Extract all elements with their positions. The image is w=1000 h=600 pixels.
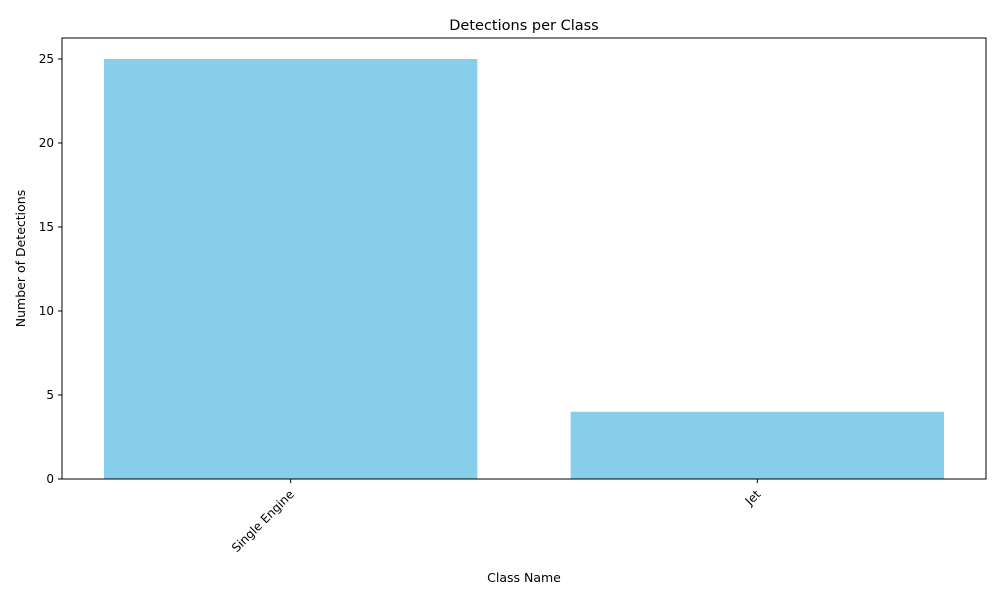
bar-jet (570, 411, 944, 479)
y-tick-label: 0 (46, 472, 54, 486)
y-tick-label: 10 (39, 304, 54, 318)
bars-group (104, 59, 944, 479)
y-tick-label: 20 (39, 136, 54, 150)
y-tick-label: 15 (39, 220, 54, 234)
chart-title: Detections per Class (449, 18, 598, 34)
y-axis-label: Number of Detections (13, 190, 28, 327)
y-tick-label: 25 (39, 52, 54, 66)
axes-frame (61, 37, 987, 480)
x-axis-label: Class Name (487, 570, 561, 585)
y-axis-ticks: 0 5 10 15 20 25 (39, 52, 62, 486)
bar-single-engine (104, 59, 478, 479)
y-tick-label: 5 (46, 388, 54, 402)
